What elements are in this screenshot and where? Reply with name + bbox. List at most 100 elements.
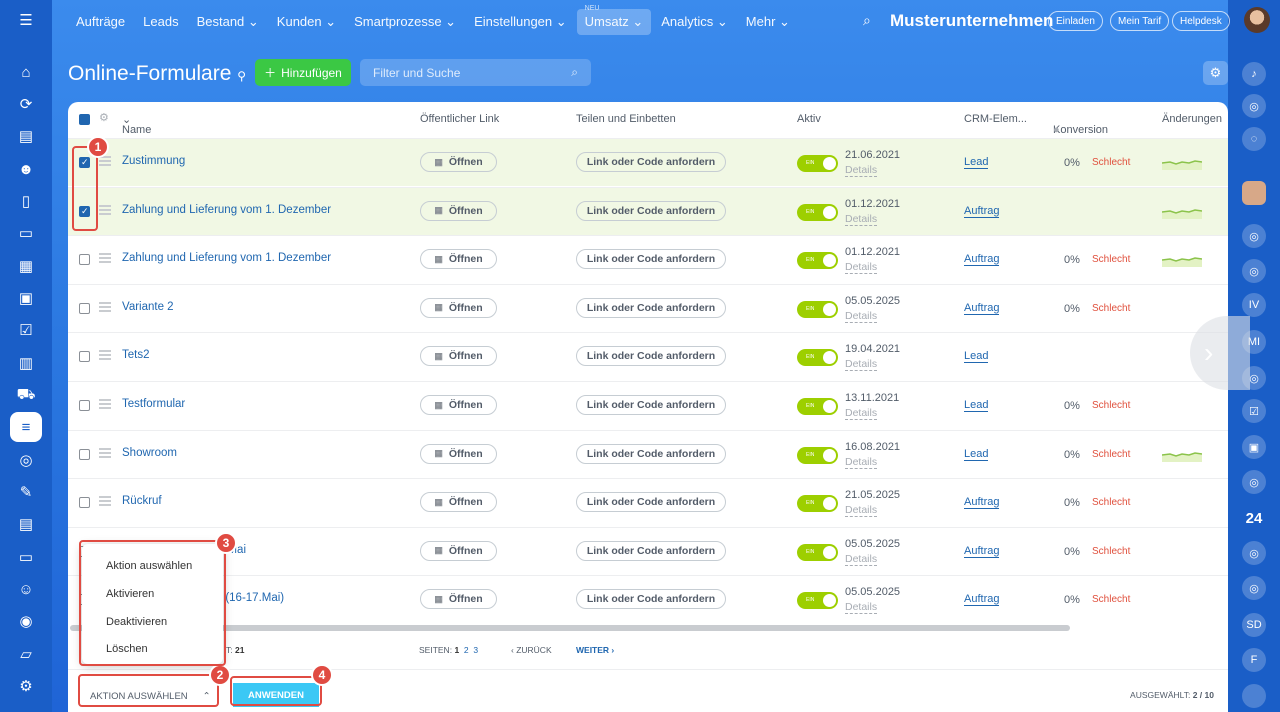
open-button[interactable]: ▦ Öffnen bbox=[420, 297, 497, 318]
menu-item-activate[interactable]: Aktivieren bbox=[106, 588, 155, 600]
table-row[interactable]: Showroom ▦ Öffnen Link oder Code anforder… bbox=[68, 429, 1228, 478]
nav-sales[interactable]: NEU Umsatz ⌄ bbox=[576, 5, 652, 35]
helpdesk-button[interactable]: Helpdesk bbox=[1172, 11, 1230, 31]
form-name-link[interactable]: Zahlung und Lieferung vom 1. Dezember bbox=[122, 252, 332, 265]
table-row[interactable]: Zahlung und Lieferung vom 1. Dezember ▦ Ö… bbox=[68, 235, 1228, 283]
next-link[interactable]: WEITER › bbox=[576, 645, 615, 655]
crm-link[interactable]: Auftrag bbox=[964, 301, 1000, 315]
nav-settings[interactable]: Einstellungen ⌄ bbox=[474, 14, 567, 29]
active-toggle[interactable]: EIN bbox=[797, 155, 838, 172]
details-link[interactable]: Details bbox=[845, 261, 878, 275]
row-checkbox[interactable] bbox=[79, 205, 90, 217]
add-button[interactable]: ＋ Hinzufügen bbox=[255, 59, 351, 86]
nav-smart[interactable]: Smartprozesse ⌄ bbox=[354, 14, 457, 29]
chat-icon[interactable]: ◎ bbox=[1242, 259, 1266, 283]
feed-icon[interactable]: ⟳ bbox=[19, 96, 33, 113]
chat-icon[interactable]: ◎ bbox=[1242, 224, 1266, 248]
open-button[interactable]: ▦ Öffnen bbox=[420, 540, 497, 561]
table-row[interactable]: Testformular ▦ Öffnen Link oder Code anfo… bbox=[68, 381, 1228, 429]
pin-icon[interactable]: ⚲ bbox=[237, 69, 247, 83]
back-link[interactable]: ‹ ZURÜCK bbox=[511, 645, 552, 655]
drag-handle-icon[interactable] bbox=[99, 156, 111, 166]
nav-more[interactable]: Mehr ⌄ bbox=[745, 14, 790, 29]
drag-handle-icon[interactable] bbox=[99, 301, 111, 312]
request-link-button[interactable]: Link oder Code anfordern bbox=[576, 346, 726, 367]
open-button[interactable]: ▦ Öffnen bbox=[420, 200, 497, 221]
scroll-right-arrow[interactable]: › bbox=[1190, 316, 1250, 390]
row-checkbox[interactable] bbox=[79, 302, 90, 314]
request-link-button[interactable]: Link oder Code anfordern bbox=[576, 200, 726, 221]
form-name-link[interactable]: Zustimmung bbox=[122, 155, 186, 167]
open-button[interactable]: ▦ Öffnen bbox=[420, 152, 497, 172]
crm-link[interactable]: Auftrag bbox=[964, 253, 1000, 267]
crm-link[interactable]: Auftrag bbox=[964, 496, 1000, 510]
crm-link[interactable]: Lead bbox=[964, 156, 989, 169]
chat-avatar[interactable] bbox=[1242, 684, 1266, 708]
board-icon[interactable]: ▦ bbox=[18, 258, 34, 275]
table-row[interactable]: Rückruf ▦ Öffnen Link oder Code anfordern… bbox=[68, 478, 1228, 526]
table-row[interactable]: n auswählen vom 5. Mai ▦Öffnen Link oder… bbox=[68, 526, 1228, 575]
drag-handle-icon[interactable] bbox=[99, 204, 111, 215]
chat-avatar[interactable]: SD bbox=[1242, 613, 1266, 637]
robot-icon[interactable]: ☺ bbox=[18, 580, 34, 598]
open-button[interactable]: ▦ Öffnen bbox=[420, 443, 497, 464]
gear-icon[interactable]: ⚙ bbox=[99, 112, 109, 124]
drag-handle-icon[interactable] bbox=[99, 496, 111, 507]
header-name[interactable]: Name ⌄ bbox=[122, 114, 152, 136]
active-toggle[interactable]: EIN bbox=[797, 349, 838, 367]
calendar-icon[interactable]: ▣ bbox=[18, 290, 34, 307]
form-name-link[interactable]: Zahlung und Lieferung vom 1. Dezember bbox=[122, 203, 332, 216]
crm-link[interactable]: Lead bbox=[964, 350, 989, 364]
details-link[interactable]: Details bbox=[845, 358, 878, 372]
forms-active-item[interactable] bbox=[10, 412, 42, 442]
open-button[interactable]: ▦ Öffnen bbox=[420, 395, 497, 415]
table-row[interactable]: Variante 2 ▦ Öffnen Link oder Code anford… bbox=[68, 283, 1228, 332]
home-icon[interactable]: ⌂ bbox=[21, 63, 31, 81]
chat-icon[interactable]: ◎ bbox=[1242, 470, 1266, 494]
support-icon[interactable]: ◉ bbox=[19, 613, 33, 630]
crm-link[interactable]: Auftrag bbox=[964, 204, 1000, 218]
nav-stock[interactable]: Bestand ⌄ bbox=[196, 14, 259, 29]
request-link-button[interactable]: Link oder Code anfordern bbox=[576, 540, 726, 561]
table-row[interactable]: Tets2 ▦ Öffnen Link oder Code anfordern E… bbox=[68, 332, 1228, 380]
active-toggle[interactable]: EIN bbox=[797, 446, 838, 464]
chat-avatar[interactable]: IV bbox=[1242, 293, 1266, 317]
search-icon[interactable]: ⌕ bbox=[863, 12, 871, 28]
open-button[interactable]: ▦ Öffnen bbox=[420, 346, 497, 367]
drag-handle-icon[interactable] bbox=[99, 447, 111, 458]
request-link-button[interactable]: Link oder Code anfordern bbox=[576, 249, 726, 270]
invoice-icon[interactable]: ▱ bbox=[20, 646, 32, 663]
settings-icon[interactable]: ⚙ bbox=[19, 678, 33, 695]
active-toggle[interactable]: EIN bbox=[797, 203, 838, 221]
details-link[interactable]: Details bbox=[845, 309, 878, 323]
details-link[interactable]: Details bbox=[845, 212, 878, 226]
table-row[interactable]: ılar für das Webinar (16-17.Mai) ▦Öffnen… bbox=[68, 575, 1228, 623]
request-link-button[interactable]: Link oder Code anfordern bbox=[576, 589, 726, 610]
form-name-link[interactable]: Tets2 bbox=[122, 349, 150, 362]
invite-button[interactable]: Einladen bbox=[1048, 11, 1103, 31]
horizontal-scrollbar[interactable] bbox=[70, 625, 1070, 631]
table-row[interactable]: Zahlung und Lieferung vom 1. Dezember ▦ Ö… bbox=[68, 186, 1228, 235]
active-toggle[interactable]: EIN bbox=[797, 300, 838, 318]
open-button[interactable]: ▦ Öffnen bbox=[420, 249, 497, 270]
page-3[interactable]: 3 bbox=[473, 645, 479, 655]
open-button[interactable]: ▦ Öffnen bbox=[420, 492, 497, 513]
form-name-link[interactable]: Rückruf bbox=[122, 495, 162, 508]
crm-link[interactable]: Auftrag bbox=[964, 544, 1000, 558]
active-toggle[interactable]: EIN bbox=[797, 398, 838, 415]
chat-icon[interactable]: ◎ bbox=[1242, 576, 1266, 600]
details-link[interactable]: Details bbox=[845, 164, 878, 177]
search-chat-icon[interactable]: ◌ bbox=[1242, 127, 1266, 151]
circle-icon[interactable]: ◎ bbox=[1242, 94, 1266, 118]
table-row[interactable]: Zustimmung ▦ Öffnen Link oder Code anford… bbox=[68, 138, 1228, 186]
menu-item-delete[interactable]: Löschen bbox=[106, 643, 148, 655]
row-checkbox[interactable] bbox=[79, 448, 90, 460]
screen-icon[interactable]: ▭ bbox=[18, 549, 34, 566]
form-name-link[interactable]: Variante 2 bbox=[122, 300, 174, 313]
docs-icon[interactable]: ▯ bbox=[21, 193, 31, 210]
tariff-button[interactable]: Mein Tarif bbox=[1110, 11, 1170, 31]
active-toggle[interactable]: EIN bbox=[797, 592, 838, 610]
target-icon[interactable]: ◎ bbox=[19, 452, 33, 469]
active-toggle[interactable]: EIN bbox=[797, 543, 838, 561]
details-link[interactable]: Details bbox=[845, 601, 878, 615]
